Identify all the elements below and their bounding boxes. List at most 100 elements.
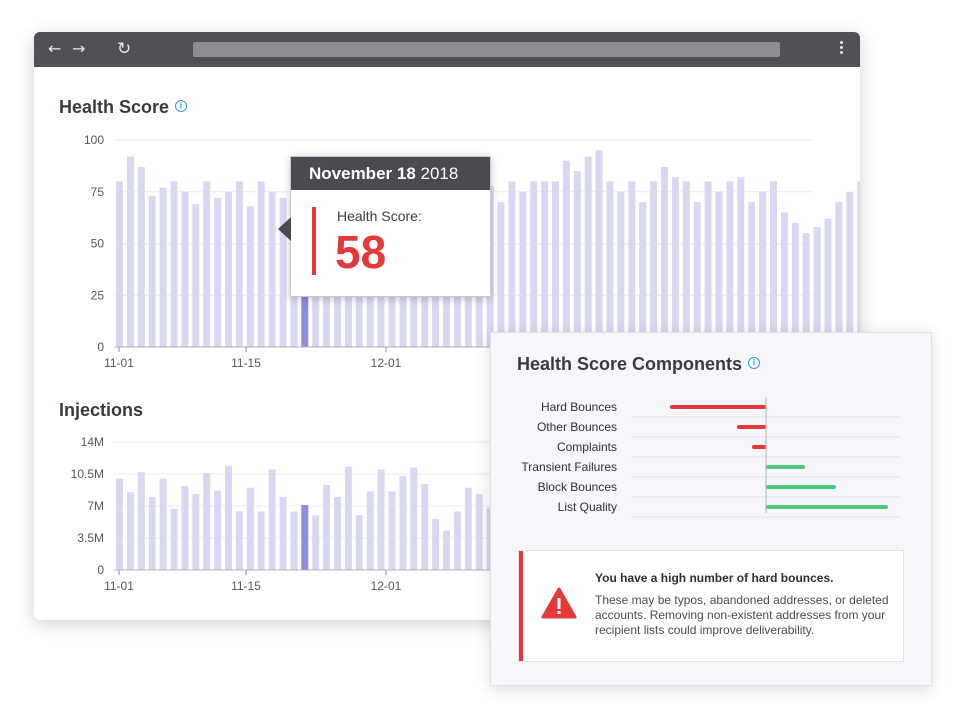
info-icon[interactable]: i: [175, 100, 188, 113]
bar: [617, 191, 625, 347]
alert-title: You have a high number of hard bounces.: [595, 571, 834, 585]
bar: [770, 181, 777, 347]
bar: [116, 478, 123, 570]
y-tick-label: 100: [84, 133, 104, 147]
bar: [312, 515, 320, 570]
component-label: Transient Failures: [521, 460, 617, 474]
component-label: Complaints: [557, 440, 617, 454]
bar: [235, 181, 243, 347]
bar: [170, 508, 178, 570]
bar: [453, 511, 461, 570]
bar: [268, 191, 276, 347]
bar: [159, 478, 167, 570]
bar: [737, 177, 745, 347]
bar: [813, 226, 821, 347]
bar: [715, 191, 723, 347]
bar: [344, 466, 352, 570]
bar: [443, 530, 450, 570]
bar: [388, 491, 396, 570]
reload-icon[interactable]: ↻: [117, 39, 132, 59]
bar: [137, 166, 145, 347]
back-arrow-icon[interactable]: ←: [48, 39, 62, 58]
bar: [693, 202, 701, 347]
bar: [421, 484, 429, 570]
forward-arrow-icon[interactable]: →: [72, 39, 86, 58]
bar: [497, 202, 505, 347]
bar: [148, 496, 156, 570]
bar: [541, 181, 549, 347]
x-tick-label: 12-01: [371, 356, 402, 370]
health-score-components-panel: Health Score Components i Hard Bounces Oth…: [490, 332, 932, 686]
bar: [257, 511, 265, 570]
bar: [377, 469, 385, 570]
bar: [126, 492, 134, 570]
bar: [846, 191, 854, 347]
bar: [225, 465, 232, 570]
bar: [464, 487, 472, 570]
bar: [116, 181, 123, 347]
component-label: List Quality: [558, 500, 617, 514]
info-icon[interactable]: i: [748, 357, 761, 370]
address-bar[interactable]: [193, 42, 780, 57]
alert-box: You have a high number of hard bounces. …: [518, 550, 904, 662]
bar: [159, 187, 167, 347]
browser-toolbar: ← → ↻: [34, 32, 860, 67]
bar: [671, 177, 679, 347]
bar: [650, 181, 658, 347]
bar: [530, 181, 538, 347]
y-tick-label: 14M: [81, 435, 104, 449]
y-tick-label: 3.5M: [77, 531, 104, 545]
y-tick-label: 50: [91, 237, 105, 251]
alert-body: These may be typos, abandoned addresses,…: [595, 593, 889, 637]
bar: [835, 202, 843, 347]
health-score-title: Health Score i: [59, 97, 188, 118]
component-label: Hard Bounces: [541, 400, 617, 414]
bar: [148, 195, 156, 347]
bar: [791, 222, 799, 347]
bar: [432, 518, 440, 570]
bar: [192, 204, 200, 347]
warning-icon: [541, 587, 577, 619]
bar: [606, 181, 614, 347]
bar: [704, 181, 712, 347]
bar: [246, 206, 254, 347]
components-title: Health Score Components i: [517, 354, 761, 375]
bar: [475, 494, 483, 570]
components-chart: Hard Bounces Other Bounces Complaints Trans…: [521, 397, 901, 518]
component-bar: [670, 405, 766, 409]
bar: [203, 181, 211, 347]
health-score-tooltip: November 18 2018 Health Score: 58: [278, 156, 491, 297]
bar: [334, 496, 341, 570]
component-bar: [766, 465, 805, 469]
bar: [290, 511, 298, 570]
bar: [279, 197, 287, 347]
bar: [235, 511, 243, 570]
bar: [268, 469, 276, 570]
bar: [301, 505, 309, 570]
component-bar: [766, 505, 888, 509]
bar: [802, 233, 810, 347]
bar: [399, 475, 407, 570]
bar: [410, 467, 418, 570]
bar: [366, 491, 374, 570]
bar: [192, 494, 200, 570]
bar: [225, 191, 232, 347]
bar: [824, 218, 832, 347]
bar: [214, 197, 222, 347]
bar: [595, 150, 603, 347]
bar: [573, 171, 581, 347]
bar: [682, 181, 690, 347]
bar: [639, 202, 647, 347]
bar: [355, 515, 363, 570]
more-vert-icon[interactable]: [840, 41, 844, 57]
x-tick-label: 11-01: [104, 356, 134, 370]
y-tick-label: 0: [97, 340, 104, 354]
tooltip-date: November 18 2018: [291, 157, 490, 190]
component-bar: [737, 425, 766, 429]
tooltip-pointer: [278, 217, 291, 241]
bar: [246, 487, 254, 570]
injections-title: Injections: [59, 400, 144, 420]
y-tick-label: 0: [97, 563, 104, 577]
y-tick-label: 25: [91, 288, 105, 302]
bar: [257, 181, 265, 347]
